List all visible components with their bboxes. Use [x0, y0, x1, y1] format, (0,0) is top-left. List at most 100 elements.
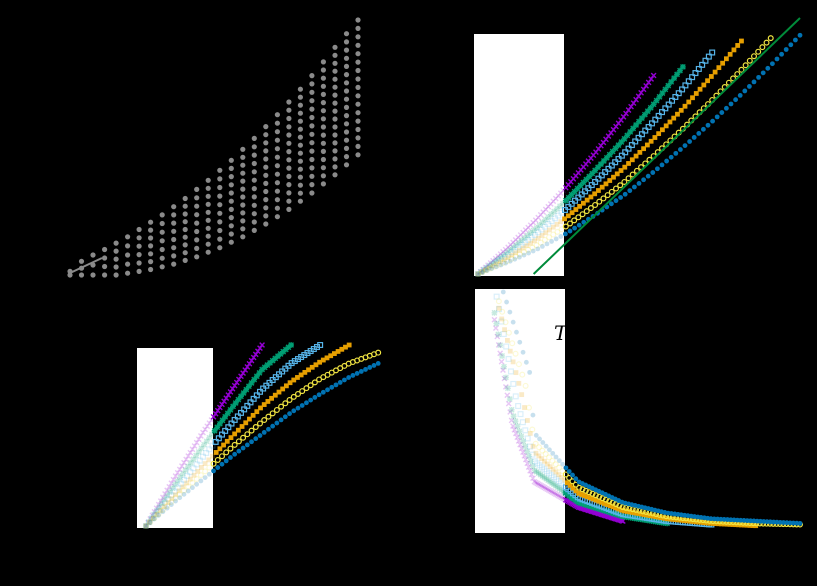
- data-point: [263, 148, 269, 154]
- data-point: [535, 470, 542, 477]
- data-point: [696, 130, 702, 136]
- data-point: [638, 131, 645, 138]
- data-point: [663, 123, 669, 129]
- data-point: [298, 372, 304, 378]
- data-point: [511, 246, 518, 253]
- data-point: [482, 264, 489, 271]
- data-point: [623, 504, 630, 511]
- data-point: [592, 191, 598, 197]
- data-point: [217, 219, 223, 225]
- data-point: [558, 219, 564, 225]
- data-point: [214, 456, 221, 463]
- data-point: [551, 215, 558, 222]
- data-point: [159, 264, 165, 270]
- data-point: [204, 423, 211, 430]
- data-point: [557, 203, 563, 210]
- data-point: [500, 289, 506, 295]
- data-point: [495, 253, 501, 260]
- data-point: [148, 227, 154, 233]
- data-point: [615, 155, 622, 162]
- panel-bottom-left-scatter: [137, 342, 382, 529]
- data-point: [320, 124, 326, 130]
- data-point: [705, 122, 711, 128]
- data-point: [570, 485, 576, 491]
- data-point: [125, 252, 131, 258]
- data-point: [586, 173, 593, 180]
- data-point: [507, 241, 514, 248]
- data-point: [548, 488, 555, 495]
- data-point: [685, 78, 692, 85]
- data-point: [297, 142, 303, 148]
- data-point: [237, 409, 244, 416]
- data-point: [716, 65, 722, 71]
- data-point: [529, 451, 536, 458]
- data-point: [354, 371, 360, 376]
- panel-top-left-scatter: [67, 17, 361, 278]
- data-point: [524, 418, 530, 423]
- data-point: [544, 461, 550, 467]
- data-point: [228, 165, 234, 171]
- data-point: [240, 226, 246, 232]
- data-point: [588, 182, 595, 189]
- data-point: [148, 243, 154, 249]
- data-point: [217, 227, 223, 234]
- data-point: [320, 389, 326, 395]
- data-point: [320, 100, 326, 106]
- data-point: [309, 156, 315, 163]
- data-point: [478, 268, 485, 275]
- data-point: [635, 134, 642, 141]
- data-point: [526, 453, 532, 460]
- data-point: [628, 142, 635, 149]
- data-point: [612, 145, 619, 152]
- data-point: [587, 205, 594, 212]
- data-point: [194, 203, 200, 209]
- data-point: [500, 259, 507, 266]
- data-point: [483, 267, 488, 273]
- data-point: [556, 472, 562, 478]
- data-point: [282, 346, 289, 353]
- data-point: [240, 178, 246, 184]
- data-point: [585, 185, 592, 192]
- data-point: [297, 118, 303, 124]
- data-point: [548, 211, 555, 218]
- data-point: [176, 491, 183, 498]
- data-point: [355, 67, 361, 74]
- data-point: [251, 160, 257, 167]
- data-point: [579, 492, 585, 497]
- data-point: [687, 139, 692, 144]
- data-point: [216, 420, 223, 427]
- data-point: [164, 502, 171, 509]
- data-point: [504, 392, 511, 399]
- data-point: [528, 240, 534, 246]
- data-point: [547, 478, 553, 485]
- data-point: [309, 123, 315, 129]
- data-point: [537, 239, 544, 246]
- data-point: [522, 427, 529, 434]
- data-point: [557, 190, 564, 197]
- data-point: [489, 260, 496, 267]
- data-point: [159, 246, 165, 253]
- data-point: [240, 146, 246, 152]
- data-point: [219, 417, 226, 424]
- data-point: [143, 523, 149, 529]
- data-point: [217, 193, 223, 199]
- data-point: [375, 361, 381, 366]
- data-point: [475, 271, 481, 277]
- data-point: [309, 131, 315, 137]
- data-point: [509, 252, 515, 258]
- data-point: [346, 342, 352, 348]
- data-point: [180, 476, 187, 483]
- data-point: [475, 271, 482, 278]
- data-point: [547, 201, 554, 207]
- data-point: [555, 212, 562, 219]
- data-point: [240, 445, 246, 451]
- data-point: [492, 258, 499, 264]
- data-point: [174, 469, 181, 476]
- data-point: [278, 417, 284, 423]
- data-point: [158, 503, 165, 510]
- data-point: [530, 219, 537, 226]
- data-point: [288, 342, 295, 348]
- data-point: [332, 92, 338, 98]
- data-point: [735, 43, 741, 48]
